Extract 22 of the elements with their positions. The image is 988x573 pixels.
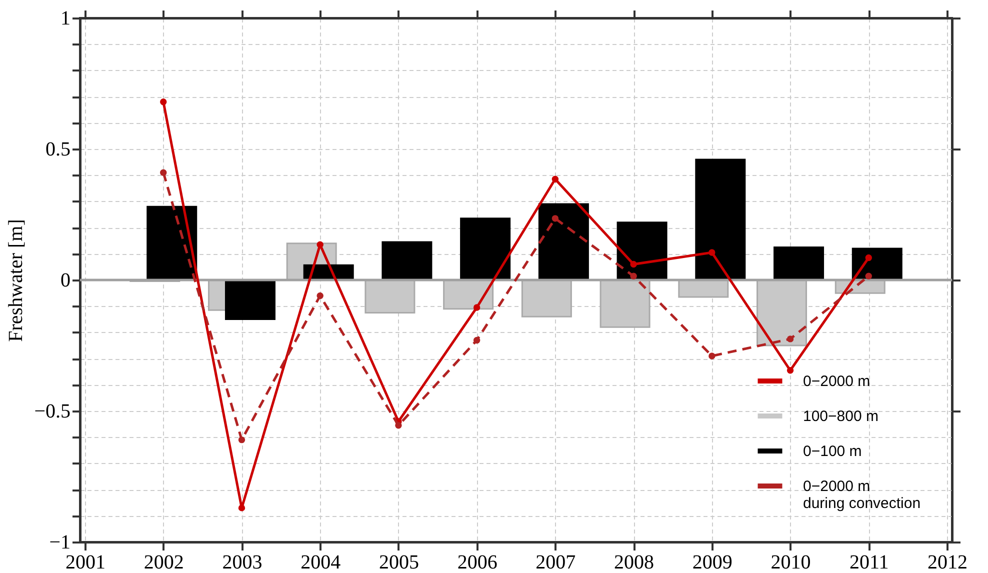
x-tick-label: 2003 bbox=[222, 552, 262, 573]
legend-label: 0−2000 m during convection bbox=[803, 478, 921, 512]
x-tick-label: 2005 bbox=[378, 552, 419, 573]
x-tick-label: 2001 bbox=[66, 552, 106, 573]
y-tick-label: 0.5 bbox=[46, 138, 70, 160]
legend-label: 0−100 m bbox=[803, 443, 862, 460]
x-tick-label: 2012 bbox=[928, 552, 968, 573]
x-tick-label: 2004 bbox=[300, 552, 341, 573]
x-tick-label: 2008 bbox=[614, 552, 654, 573]
legend-label: 100−800 m bbox=[803, 408, 878, 425]
x-tick-label: 2006 bbox=[457, 552, 498, 573]
x-tick-label: 2002 bbox=[144, 552, 184, 573]
y-tick-label: 0 bbox=[60, 270, 70, 292]
x-tick-label: 2009 bbox=[692, 552, 732, 573]
x-tick-label: 2007 bbox=[536, 552, 576, 573]
y-tick-label: −0.5 bbox=[34, 400, 70, 422]
x-tick-label: 2010 bbox=[770, 552, 811, 573]
y-tick-label: −1 bbox=[49, 532, 70, 554]
x-tick-label: 2011 bbox=[850, 552, 889, 573]
y-axis-title: Freshwater [m] bbox=[5, 219, 28, 342]
legend-label: 0−2000 m bbox=[803, 373, 870, 390]
y-tick-label: 1 bbox=[60, 8, 70, 30]
